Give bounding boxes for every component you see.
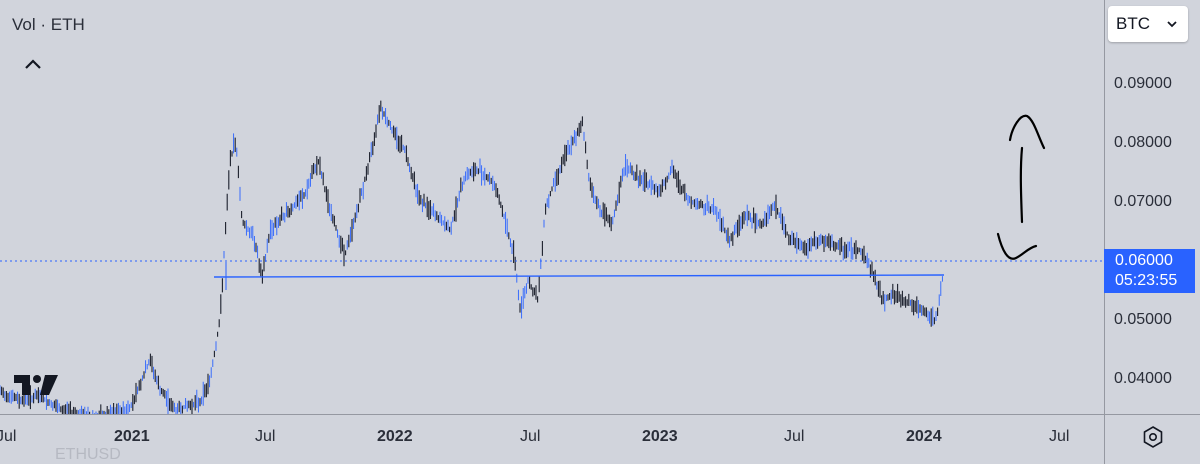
candle-series-highlight (0, 106, 943, 414)
price-axis[interactable] (1104, 0, 1200, 414)
chart-plot-area[interactable] (0, 0, 1104, 414)
price-tick: 0.07000 (1114, 193, 1172, 210)
symbol-select[interactable]: BTC (1108, 6, 1188, 42)
time-tick: Jul (255, 428, 276, 445)
hand-drawn-arrow (996, 114, 1046, 260)
chevron-down-icon (1167, 21, 1177, 28)
faded-symbol-text: ETHUSD (55, 446, 121, 463)
candle-series (1, 100, 939, 414)
time-tick: Jul (1049, 428, 1070, 445)
time-tick: Jul (784, 428, 805, 445)
time-axis[interactable] (0, 414, 1104, 464)
time-tick: 2024 (906, 428, 942, 445)
time-tick: 2023 (642, 428, 678, 445)
axis-corner (1104, 414, 1200, 464)
time-tick: Jul (520, 428, 541, 445)
price-tick: 0.08000 (1114, 134, 1172, 151)
bar-countdown: 05:23:55 (1115, 272, 1178, 289)
symbol-select-value: BTC (1116, 14, 1150, 33)
support-trendline[interactable] (213, 274, 945, 278)
time-tick: 2021 (114, 428, 150, 445)
tradingview-logo-icon[interactable] (12, 372, 62, 398)
price-chart-svg (0, 100, 1104, 414)
last-price-value: 0.06000 (1115, 252, 1173, 269)
price-tick: 0.05000 (1114, 311, 1172, 328)
time-tick: Jul (0, 428, 17, 445)
time-tick: 2022 (377, 428, 413, 445)
last-price-label: 0.06000 05:23:55 (1104, 249, 1195, 293)
series-legend: Vol · ETH (12, 15, 85, 34)
price-tick: 0.09000 (1114, 75, 1172, 92)
chevron-up-icon[interactable] (22, 56, 44, 72)
price-tick: 0.04000 (1114, 370, 1172, 387)
gear-icon[interactable] (1141, 425, 1165, 449)
